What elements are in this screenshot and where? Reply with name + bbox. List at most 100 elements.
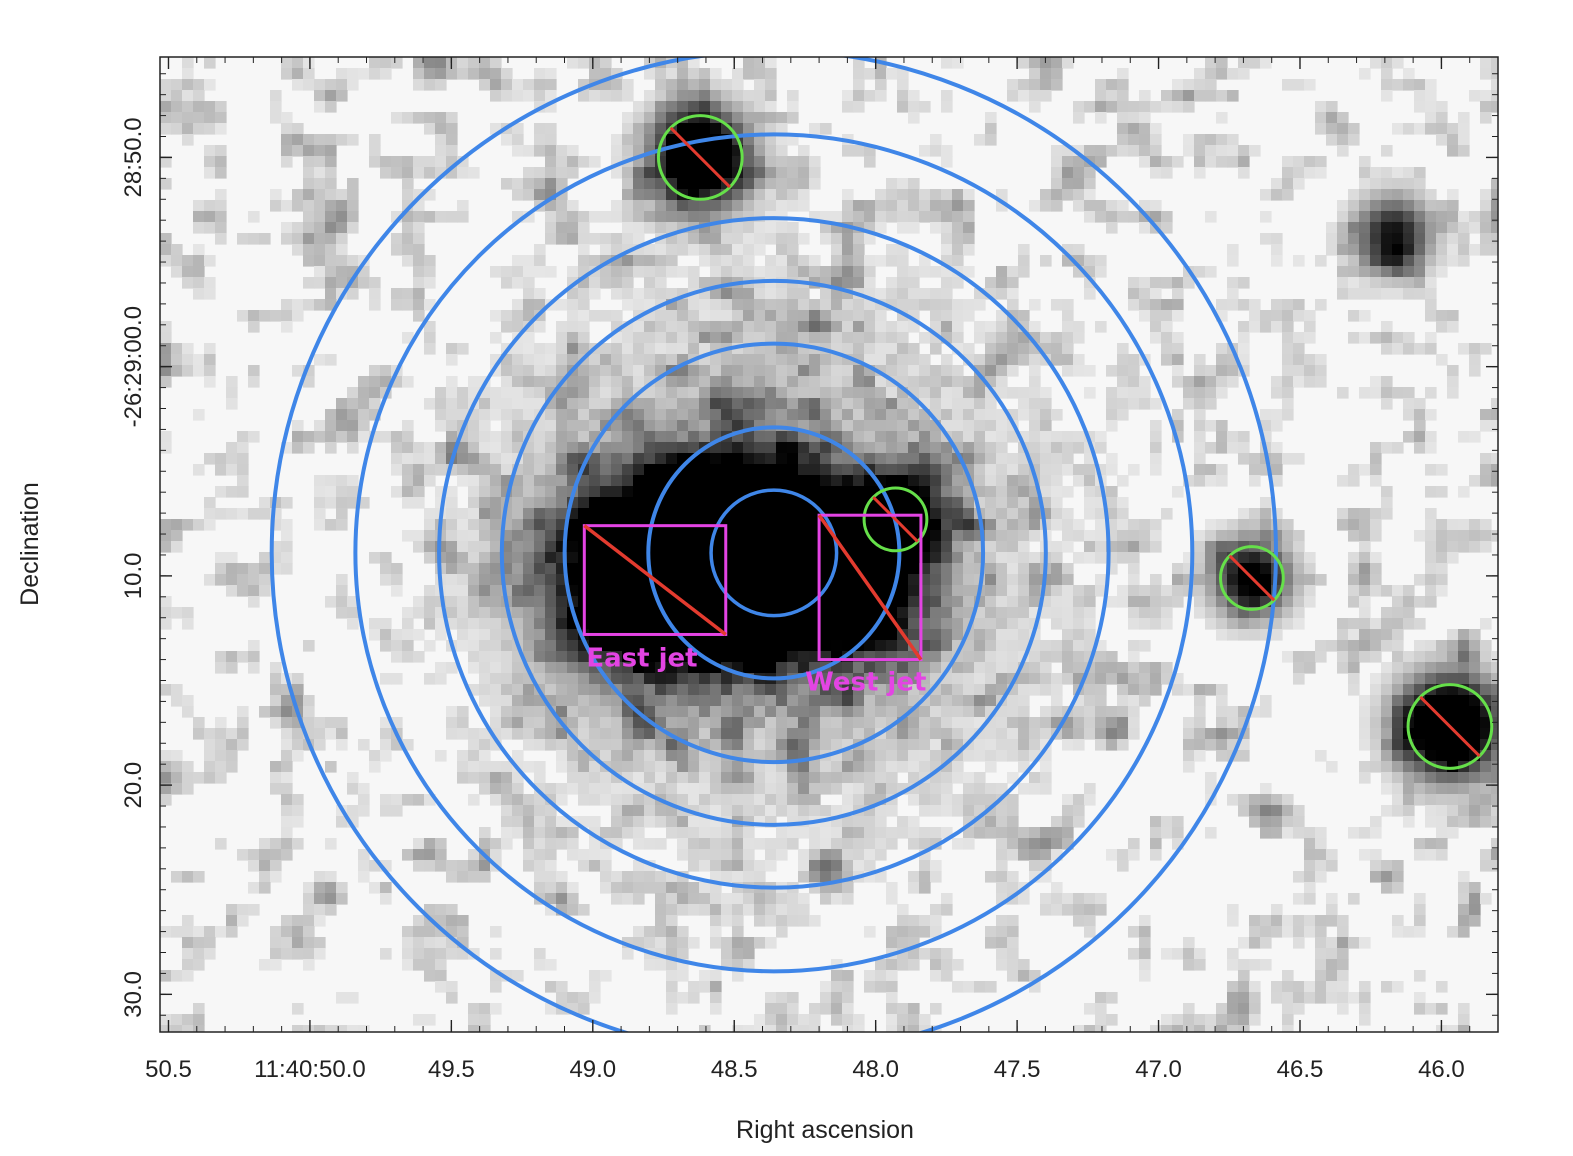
image-pixel [1029, 772, 1041, 784]
image-pixel [369, 156, 381, 168]
image-pixel [875, 354, 887, 366]
image-pixel [457, 167, 469, 179]
image-pixel [1018, 574, 1030, 586]
image-pixel [1480, 90, 1492, 102]
image-pixel [688, 563, 700, 575]
image-pixel [699, 101, 711, 113]
image-pixel [1271, 475, 1283, 487]
image-pixel [1337, 640, 1349, 652]
image-pixel [182, 365, 194, 377]
image-pixel [864, 90, 876, 102]
image-pixel [809, 332, 821, 344]
image-pixel [699, 167, 711, 179]
image-pixel [1458, 112, 1470, 124]
image-pixel [600, 497, 612, 509]
image-pixel [622, 420, 634, 432]
image-pixel [1095, 79, 1107, 91]
image-pixel [1205, 464, 1217, 476]
image-pixel [743, 167, 755, 179]
image-pixel [1403, 607, 1415, 619]
image-pixel [655, 728, 667, 740]
image-pixel [710, 310, 722, 322]
image-pixel [1106, 90, 1118, 102]
image-pixel [380, 673, 392, 685]
image-pixel [1414, 706, 1426, 718]
image-pixel [1007, 365, 1019, 377]
image-pixel [1051, 585, 1063, 597]
image-pixel [160, 794, 172, 806]
image-pixel [1205, 376, 1217, 388]
image-pixel [468, 684, 480, 696]
image-pixel [1381, 167, 1393, 179]
image-pixel [589, 310, 601, 322]
image-pixel [732, 585, 744, 597]
image-pixel [501, 508, 513, 520]
image-pixel [963, 717, 975, 729]
image-pixel [820, 475, 832, 487]
image-pixel [600, 651, 612, 663]
image-pixel [985, 497, 997, 509]
image-pixel [281, 299, 293, 311]
image-pixel [1216, 475, 1228, 487]
image-pixel [809, 167, 821, 179]
image-pixel [578, 376, 590, 388]
image-pixel [314, 156, 326, 168]
image-pixel [336, 486, 348, 498]
image-pixel [611, 68, 623, 80]
image-pixel [1062, 519, 1074, 531]
image-pixel [952, 376, 964, 388]
image-pixel [314, 222, 326, 234]
image-pixel [622, 409, 634, 421]
image-pixel [710, 541, 722, 553]
image-pixel [567, 145, 579, 157]
image-pixel [776, 387, 788, 399]
image-pixel [1359, 211, 1371, 223]
image-pixel [875, 662, 887, 674]
image-pixel [325, 761, 337, 773]
image-pixel [501, 662, 513, 674]
image-pixel [1139, 640, 1151, 652]
image-pixel [897, 332, 909, 344]
image-pixel [1007, 596, 1019, 608]
image-pixel [952, 618, 964, 630]
image-pixel [743, 574, 755, 586]
image-pixel [578, 794, 590, 806]
image-pixel [963, 222, 975, 234]
image-pixel [1227, 717, 1239, 729]
image-pixel [765, 618, 777, 630]
image-pixel [1062, 156, 1074, 168]
image-pixel [820, 596, 832, 608]
image-pixel [479, 530, 491, 542]
image-pixel [1172, 90, 1184, 102]
image-pixel [655, 475, 667, 487]
image-pixel [292, 200, 304, 212]
image-pixel [897, 596, 909, 608]
image-pixel [897, 475, 909, 487]
image-pixel [919, 376, 931, 388]
image-pixel [1040, 508, 1052, 520]
image-pixel [644, 618, 656, 630]
image-pixel [1348, 662, 1360, 674]
image-pixel [556, 167, 568, 179]
image-pixel [776, 761, 788, 773]
image-pixel [303, 222, 315, 234]
image-pixel [743, 332, 755, 344]
image-pixel [831, 684, 843, 696]
image-pixel [380, 717, 392, 729]
image-pixel [578, 761, 590, 773]
image-pixel [941, 530, 953, 542]
image-pixel [545, 541, 557, 553]
image-pixel [732, 431, 744, 443]
image-pixel [237, 585, 249, 597]
image-pixel [1062, 541, 1074, 553]
image-pixel [512, 321, 524, 333]
image-pixel [1359, 772, 1371, 784]
image-pixel [501, 420, 513, 432]
image-pixel [765, 585, 777, 597]
image-pixel [1315, 167, 1327, 179]
image-pixel [732, 387, 744, 399]
image-pixel [941, 772, 953, 784]
image-pixel [270, 508, 282, 520]
image-pixel [545, 607, 557, 619]
image-pixel [622, 222, 634, 234]
